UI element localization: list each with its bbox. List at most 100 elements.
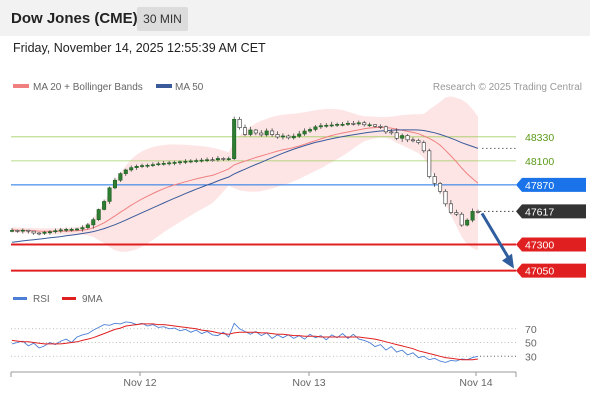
candle-body [156, 163, 161, 166]
candle-body [10, 230, 15, 232]
ma9-legend-label: 9MA [82, 294, 103, 305]
candle-body [210, 159, 215, 161]
candle-body [367, 124, 372, 127]
candle-body [454, 212, 459, 215]
support-label-47300: 47300 [525, 240, 554, 252]
forecast-arrow [480, 212, 514, 269]
candle-body [345, 123, 350, 125]
candle-body [123, 169, 128, 174]
rsi-legend-swatch [13, 297, 27, 300]
candle-body [31, 230, 36, 234]
chart-datetime: Friday, November 14, 2025 12:55:39 AM CE… [13, 41, 266, 55]
candle [286, 134, 291, 140]
candle [150, 162, 155, 168]
support-tag-47300 [516, 237, 586, 252]
support-label-47050: 47050 [525, 266, 554, 278]
candle [134, 164, 139, 170]
candle-body [335, 124, 340, 126]
level-tags: 48330 48100 47870 47617 47300 47050 [516, 132, 586, 278]
candle [427, 148, 432, 179]
candle [465, 218, 470, 227]
bollinger-bands [12, 96, 478, 252]
candle [118, 172, 123, 182]
candle [362, 120, 367, 127]
candle [53, 228, 58, 234]
rsi-line [11, 321, 479, 363]
candle-body [394, 132, 399, 139]
candle [42, 230, 47, 236]
candle [80, 225, 85, 232]
candle-body [421, 142, 426, 152]
candle [69, 227, 74, 232]
candle-body [324, 124, 329, 127]
candle-body [221, 158, 226, 160]
timeframe-badge[interactable]: 30 MIN [137, 7, 188, 31]
candle-body [167, 162, 172, 165]
candle-body [373, 124, 378, 127]
candle [58, 227, 63, 233]
candle [264, 128, 269, 137]
candle [210, 157, 215, 162]
candle [454, 209, 459, 217]
candle [259, 130, 264, 137]
candle [275, 131, 280, 139]
candle [31, 230, 36, 235]
rsi-legend-label: RSI [33, 294, 50, 305]
candle-body [243, 127, 248, 135]
candle-body [378, 126, 383, 128]
candle [443, 189, 448, 207]
candle-body [26, 229, 31, 232]
rsi-tick-50: 50 [525, 338, 537, 350]
candle-body [405, 135, 410, 141]
candle-body [291, 135, 296, 139]
rsi-tick-30: 30 [525, 351, 537, 363]
candle-body [172, 162, 177, 164]
rsi-tick-70: 70 [525, 324, 537, 336]
candle [123, 168, 128, 176]
candle [177, 160, 182, 165]
candle [145, 163, 150, 168]
candle-body [313, 126, 318, 130]
candle [20, 228, 25, 234]
candle-body [140, 165, 145, 167]
candle-body [443, 190, 448, 205]
candle [438, 181, 443, 194]
candle-body [432, 176, 437, 184]
candle [107, 186, 112, 205]
pivot-tag-47870 [516, 177, 586, 192]
candle-body [20, 229, 25, 232]
candle [75, 227, 80, 231]
instrument-title: Dow Jones (CME) [11, 10, 138, 27]
candle-body [188, 160, 193, 163]
candle-body [118, 173, 123, 181]
candle [15, 229, 20, 233]
candle [313, 124, 318, 132]
candle-body [264, 130, 269, 136]
candle-body [389, 131, 394, 134]
header: Dow Jones (CME) 30 MIN [0, 0, 590, 36]
candle-body [259, 132, 264, 136]
candle-body [253, 129, 258, 134]
candle [383, 125, 388, 134]
candle-body [47, 231, 52, 234]
candle [373, 124, 378, 128]
candle [232, 116, 237, 161]
ma50-line [11, 129, 479, 243]
pivot-label-47870: 47870 [525, 180, 554, 192]
ma9-legend-swatch [62, 297, 76, 300]
candle-body [400, 135, 405, 139]
candle [199, 157, 204, 163]
candle [351, 120, 356, 126]
candle [248, 126, 253, 137]
candle-body [134, 165, 139, 168]
candle [318, 123, 323, 129]
resistance-label-48330: 48330 [525, 132, 554, 144]
candle [405, 134, 410, 143]
candle-body [340, 124, 345, 126]
candle [167, 160, 172, 166]
copyright-text: Research © 2025 Trading Central [433, 82, 582, 93]
candle-body [475, 211, 480, 213]
candle [448, 199, 453, 215]
candle [291, 133, 296, 140]
